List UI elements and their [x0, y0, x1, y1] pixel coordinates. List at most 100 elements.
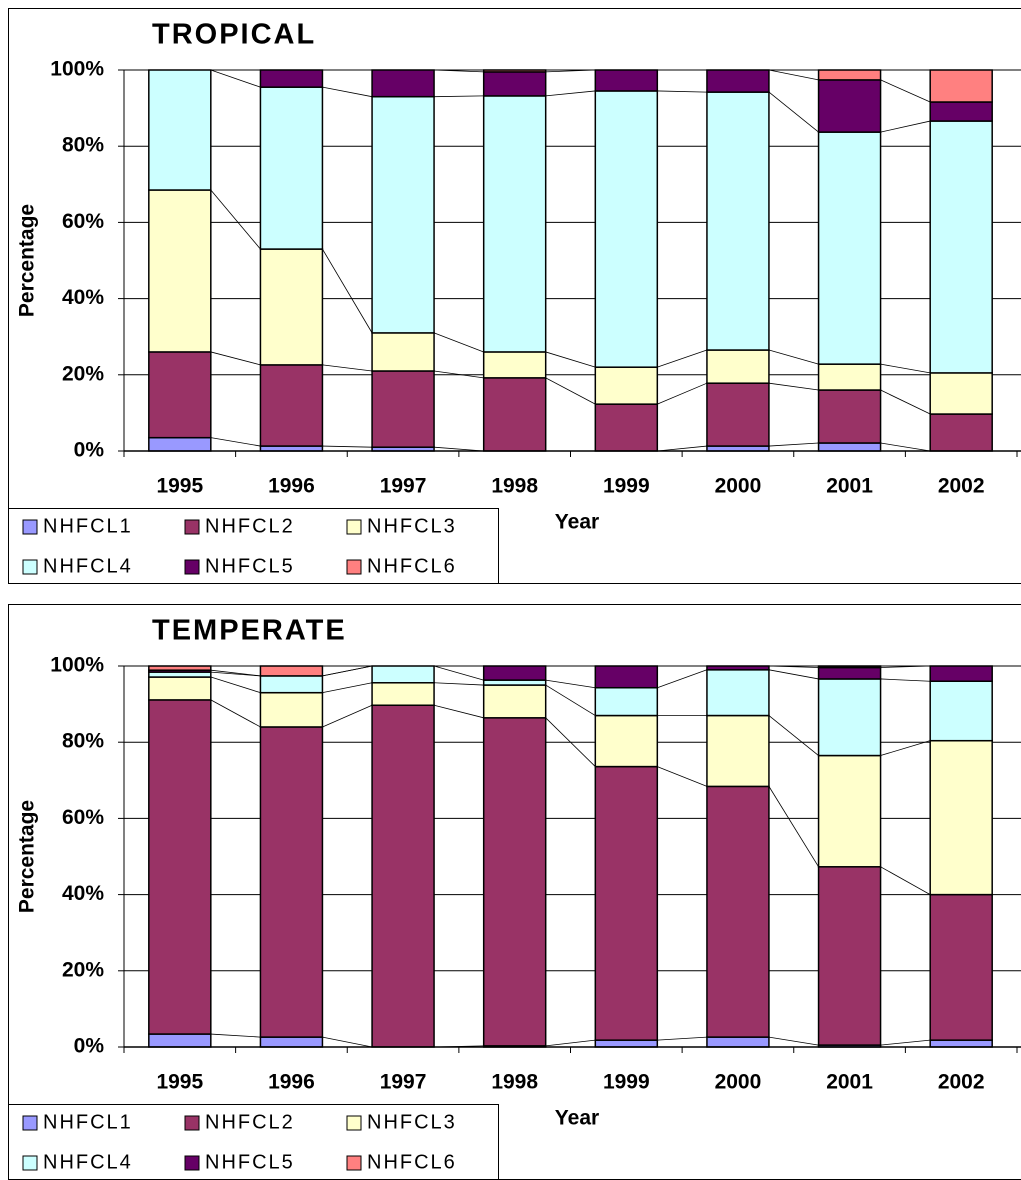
series-line	[545, 351, 596, 368]
x-tick-label: 2001	[826, 475, 873, 498]
bar-segment	[706, 785, 770, 1038]
series-line	[322, 704, 373, 728]
bar-segment	[482, 351, 547, 379]
bar-segment	[817, 131, 882, 365]
series-line	[657, 669, 708, 689]
series-line	[768, 91, 819, 133]
series-line	[322, 86, 373, 98]
bar-segment	[817, 69, 882, 81]
series-line	[434, 69, 484, 73]
legend-label: NHFCL2	[205, 515, 295, 537]
legend-swatch	[184, 1155, 200, 1171]
series-line	[434, 95, 484, 98]
bar-segment	[706, 714, 770, 788]
legend-label: NHFCL5	[205, 1151, 295, 1173]
series-line	[657, 349, 708, 368]
bar-segment	[594, 366, 659, 405]
bar-segment	[817, 665, 882, 669]
x-tick-label: 2002	[938, 1071, 985, 1094]
bar-segment	[929, 893, 993, 1041]
series-line	[768, 382, 819, 391]
series-line	[322, 364, 373, 372]
legend-swatch	[184, 519, 200, 535]
series-line	[768, 349, 819, 365]
bar-segment	[817, 79, 882, 133]
series-line	[880, 1039, 931, 1046]
bar-segment	[259, 69, 324, 88]
series-line	[545, 717, 596, 767]
bar-segment	[371, 682, 435, 706]
bar-segment	[929, 101, 993, 122]
legend-label: NHFCL2	[205, 1111, 295, 1133]
chart-title: TROPICAL	[152, 19, 316, 51]
chart-frame	[8, 8, 1021, 584]
bar-segment	[929, 69, 993, 103]
y-axis-label: Percentage	[16, 204, 39, 317]
series-line	[657, 1036, 707, 1041]
x-tick-label: 1998	[491, 1071, 538, 1094]
bar-segment	[259, 675, 324, 694]
x-tick-label: 2000	[715, 475, 762, 498]
x-tick-label: 2001	[826, 1071, 873, 1094]
legend-swatch	[22, 1115, 38, 1131]
series-line	[210, 69, 261, 88]
series-line	[545, 1039, 596, 1047]
legend-swatch	[184, 559, 200, 575]
series-line	[210, 669, 261, 677]
y-tick-label: 60%	[62, 806, 104, 829]
x-tick-label: 1998	[491, 475, 538, 498]
series-line	[433, 665, 484, 681]
bar-segment	[929, 372, 993, 415]
bar-segment	[148, 351, 212, 439]
bar-segment	[371, 370, 435, 448]
bar-segment	[371, 69, 435, 98]
legend-label: NHFCL6	[367, 1151, 457, 1173]
y-tick-label: 0%	[74, 1035, 105, 1058]
series-line	[880, 79, 931, 103]
legend-label: NHFCL4	[43, 1151, 133, 1173]
bar-segment	[706, 665, 770, 671]
legend-label: NHFCL3	[367, 1111, 457, 1133]
series-line	[768, 1036, 819, 1046]
bar-segment	[259, 726, 324, 1038]
y-tick-label: 20%	[62, 958, 104, 981]
series-line	[210, 699, 261, 728]
bar-segment	[817, 678, 882, 757]
series-line	[657, 90, 707, 93]
series-line	[880, 665, 931, 668]
x-tick-label: 2002	[938, 475, 985, 498]
series-line	[210, 437, 261, 447]
bar-segment	[371, 704, 435, 1048]
series-line	[322, 248, 373, 334]
series-line	[880, 120, 931, 133]
legend-label: NHFCL4	[43, 555, 133, 577]
x-tick-label: 1995	[156, 1071, 203, 1094]
chart-title: TEMPERATE	[152, 615, 347, 647]
y-tick-label: 40%	[62, 882, 104, 905]
legend-swatch	[22, 519, 38, 535]
bar-segment	[706, 1036, 770, 1048]
bar-segment	[594, 69, 659, 92]
x-tick-label: 1997	[380, 1071, 427, 1094]
legend-label: NHFCL3	[367, 515, 457, 537]
series-line	[880, 678, 931, 682]
bar-segment	[929, 413, 993, 452]
series-line	[657, 445, 707, 452]
series-line	[545, 679, 596, 689]
legend-label: NHFCL6	[367, 555, 457, 577]
series-line	[880, 442, 931, 452]
bar-segment	[594, 686, 659, 717]
bar-segment	[817, 442, 882, 452]
bar-segment	[148, 1033, 212, 1048]
series-line	[880, 389, 931, 415]
bar-segment	[148, 699, 212, 1035]
series-line	[880, 866, 931, 895]
legend-swatch	[22, 559, 38, 575]
series-line	[322, 665, 373, 677]
bar-segment	[371, 95, 435, 334]
series-line	[545, 69, 596, 73]
series-line	[433, 704, 484, 719]
legend-box	[8, 508, 499, 584]
bar-segment	[148, 69, 212, 191]
series-line	[322, 445, 373, 448]
